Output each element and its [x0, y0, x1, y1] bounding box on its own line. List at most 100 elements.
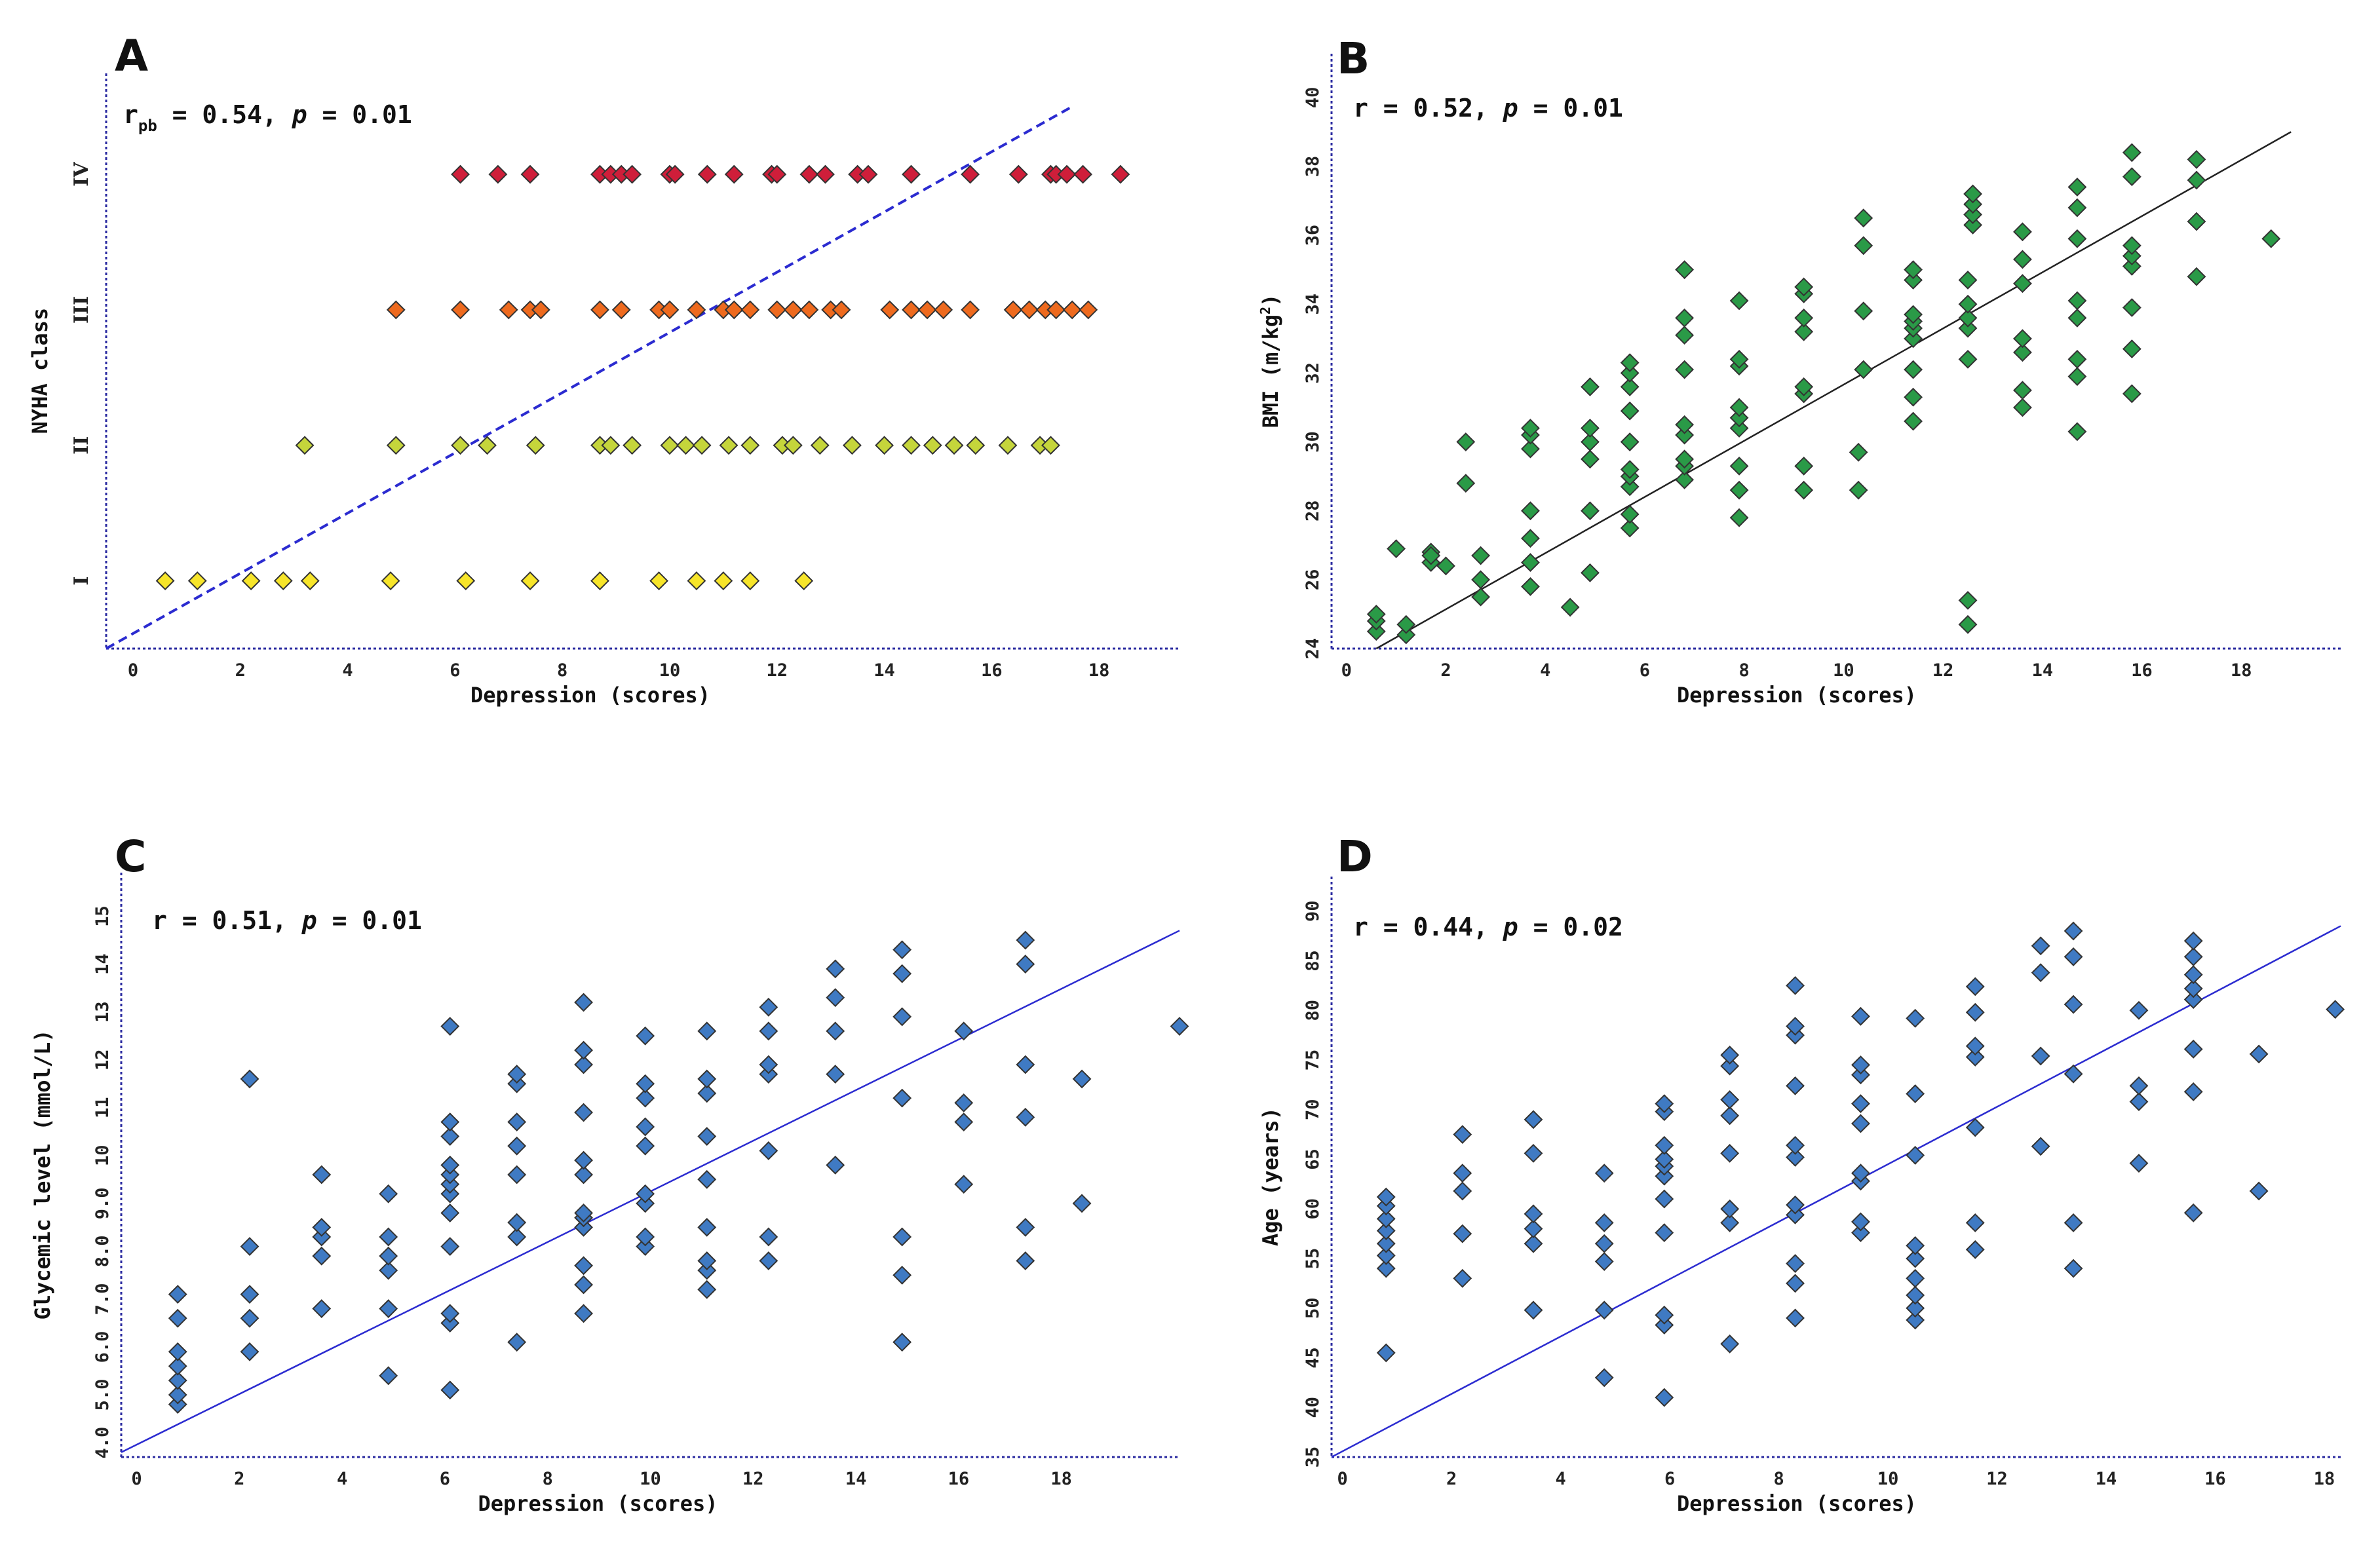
- data-point: [1062, 300, 1082, 320]
- data-point: [312, 1217, 332, 1237]
- data-point: [1376, 1259, 1396, 1278]
- data-point: [1904, 360, 1923, 379]
- data-point: [240, 1342, 259, 1361]
- data-point: [273, 571, 293, 590]
- data-point: [902, 300, 921, 320]
- y-tick-label: I: [70, 577, 93, 586]
- data-point: [1453, 1224, 1472, 1243]
- x-tick-label: 6: [450, 660, 460, 681]
- data-point: [1906, 1236, 1925, 1255]
- y-tick-label: 38: [1303, 156, 1323, 178]
- data-point: [1720, 1056, 1740, 1076]
- data-point: [1906, 1008, 1925, 1028]
- data-point: [1581, 501, 1600, 521]
- data-point: [1965, 1213, 1985, 1232]
- y-tick-label: 32: [1303, 362, 1323, 384]
- data-point: [440, 1017, 460, 1036]
- data-point: [697, 164, 717, 184]
- data-point: [574, 1040, 593, 1060]
- x-tick-label: 0: [128, 660, 138, 681]
- data-point: [1471, 546, 1491, 565]
- data-point: [1675, 326, 1695, 345]
- data-point: [1794, 277, 1814, 297]
- data-point: [1854, 360, 1873, 379]
- data-point: [917, 300, 937, 320]
- x-tick-label: 16: [948, 1469, 970, 1489]
- data-point: [1376, 1209, 1396, 1228]
- data-point: [1963, 215, 1983, 235]
- data-point: [1906, 1268, 1925, 1288]
- data-point: [1720, 1199, 1740, 1219]
- y-tick-label: 70: [1303, 1099, 1323, 1120]
- data-point: [2129, 1000, 2149, 1020]
- data-point: [1794, 480, 1814, 500]
- data-point: [1675, 425, 1695, 445]
- y-tick-label: 13: [92, 1001, 113, 1023]
- data-point: [312, 1165, 332, 1184]
- data-point: [440, 1380, 460, 1400]
- data-point: [636, 1237, 655, 1256]
- data-point: [451, 436, 470, 455]
- data-point: [1620, 460, 1640, 480]
- data-point: [1720, 1213, 1740, 1232]
- x-axis-title: Depression (scores): [1677, 683, 1917, 708]
- data-point: [1851, 1164, 1870, 1183]
- data-point: [2013, 343, 2032, 362]
- data-point: [892, 1333, 912, 1352]
- data-point: [1675, 415, 1695, 434]
- data-point: [1851, 1212, 1870, 1232]
- data-point: [1366, 622, 1386, 641]
- stat-p: p: [1503, 94, 1518, 123]
- data-point: [499, 300, 518, 320]
- y-axis-title: Age (years): [1258, 1107, 1283, 1246]
- data-point: [1376, 1234, 1396, 1253]
- data-point: [2031, 1137, 2050, 1156]
- data-point: [1786, 976, 1805, 995]
- panel-c: C 0 2 4 6 8 10 12 14 16 18 4.0 5.0 6.0 7.0 8.0 9.0 10 11 12…: [30, 831, 1189, 1516]
- data-point: [767, 164, 787, 184]
- data-point: [574, 1275, 593, 1295]
- x-tick-label: 10: [659, 660, 681, 681]
- data-point: [623, 164, 642, 184]
- data-point: [1073, 164, 1092, 184]
- data-point: [590, 300, 609, 320]
- y-tick-label: 65: [1303, 1148, 1323, 1170]
- data-point: [1655, 1305, 1674, 1325]
- stat-r: r: [123, 100, 138, 129]
- data-point: [660, 300, 680, 320]
- data-point: [842, 436, 862, 455]
- y-tick-label: 40: [1303, 87, 1323, 109]
- data-point: [440, 1304, 460, 1323]
- x-tick-label: 0: [131, 1469, 142, 1489]
- data-point: [1436, 556, 1455, 576]
- data-point: [892, 1007, 912, 1027]
- data-point: [1786, 1254, 1805, 1273]
- x-tick-label: 8: [543, 1469, 553, 1489]
- data-point: [1581, 432, 1600, 451]
- data-point: [966, 436, 986, 455]
- data-point: [574, 1103, 593, 1122]
- data-point: [2013, 381, 2032, 400]
- data-point: [1904, 411, 1923, 431]
- data-point: [1906, 1298, 1925, 1318]
- data-point: [740, 300, 760, 320]
- data-point: [1729, 291, 1749, 311]
- stat-p: p: [301, 906, 317, 935]
- data-point: [826, 988, 845, 1008]
- data-point: [574, 993, 593, 1012]
- data-point: [1720, 1090, 1740, 1109]
- data-point: [386, 300, 406, 320]
- y-tick-label: 80: [1303, 1000, 1323, 1021]
- x-tick-label: 2: [235, 660, 246, 681]
- data-point: [1729, 398, 1749, 417]
- data-point: [714, 571, 733, 590]
- trend-line: [106, 105, 1073, 650]
- x-tick-label: 18: [1088, 660, 1110, 681]
- data-point: [1453, 1164, 1472, 1183]
- data-point: [944, 436, 964, 455]
- data-point: [799, 300, 819, 320]
- data-point: [168, 1356, 187, 1376]
- data-point: [1906, 1249, 1925, 1268]
- x-tick-label: 14: [873, 660, 895, 681]
